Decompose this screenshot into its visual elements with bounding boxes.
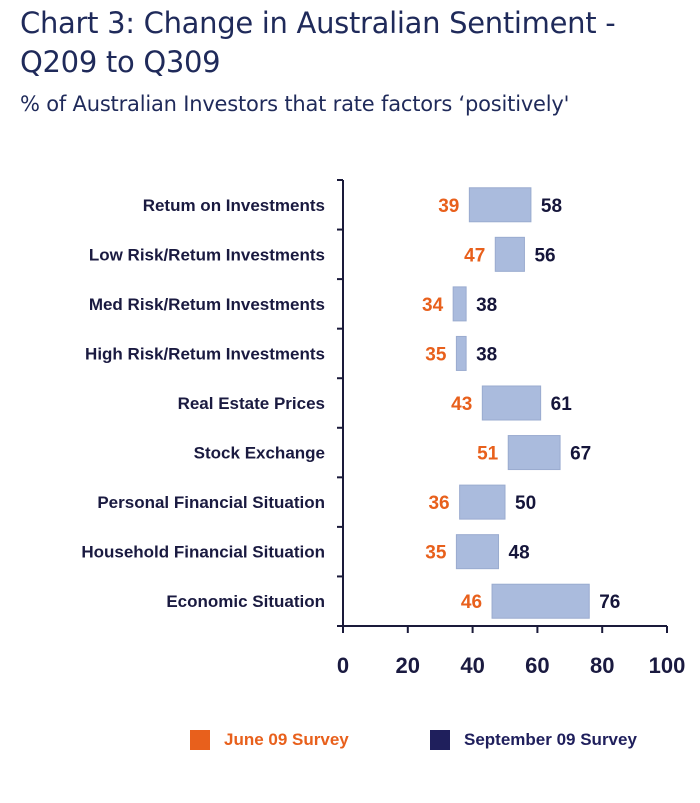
june-value-label: 36 bbox=[428, 493, 449, 514]
x-tick-label: 100 bbox=[649, 653, 686, 678]
range-bar bbox=[455, 335, 467, 371]
legend-swatch-june bbox=[190, 730, 210, 750]
category-label: Stock Exchange bbox=[194, 444, 325, 463]
range-bar bbox=[452, 286, 467, 322]
x-tick-label: 20 bbox=[396, 653, 420, 678]
june-value-label: 47 bbox=[464, 245, 485, 266]
september-value-label: 48 bbox=[509, 543, 530, 564]
category-label: Economic Situation bbox=[166, 592, 325, 611]
axes bbox=[337, 179, 668, 633]
june-value-label: 35 bbox=[425, 543, 447, 564]
september-value-label: 38 bbox=[476, 295, 497, 316]
chart-plot: 39 58 47 56 34 38 35 38 43 61 51 67 36 50 35 48 46 76 Ret… bbox=[81, 179, 685, 678]
category-label: Low Risk/Retum Investments bbox=[89, 245, 325, 264]
june-value-label: 34 bbox=[422, 295, 444, 316]
x-tick-label: 60 bbox=[525, 653, 549, 678]
category-label: Household Financial Situation bbox=[81, 543, 325, 562]
legend-label-september: September 09 Survey bbox=[464, 730, 637, 749]
legend: June 09 Survey September 09 Survey bbox=[0, 730, 700, 760]
range-bar bbox=[491, 583, 590, 619]
june-value-label: 46 bbox=[461, 592, 482, 613]
september-value-label: 38 bbox=[476, 344, 497, 365]
data-labels: 39 58 47 56 34 38 35 38 43 61 51 67 36 50 35 48 46 76 bbox=[422, 196, 620, 613]
june-value-label: 39 bbox=[438, 196, 459, 217]
range-bar bbox=[455, 534, 500, 570]
category-label: Retum on Investments bbox=[143, 196, 325, 215]
range-bars bbox=[452, 187, 590, 619]
x-tick-label: 40 bbox=[460, 653, 484, 678]
september-value-label: 50 bbox=[515, 493, 536, 514]
september-value-label: 76 bbox=[599, 592, 620, 613]
legend-label-june: June 09 Survey bbox=[224, 730, 349, 749]
chart-subtitle: % of Australian Investors that rate fact… bbox=[20, 92, 570, 116]
legend-swatch-september bbox=[430, 730, 450, 750]
category-labels: Retum on Investments Low Risk/Retum Inves… bbox=[81, 196, 325, 611]
x-tick-labels: 0 20 40 60 80 100 bbox=[337, 653, 685, 678]
range-bar bbox=[494, 236, 525, 272]
range-bar bbox=[507, 435, 561, 471]
september-value-label: 61 bbox=[551, 394, 573, 415]
legend-item-september: September 09 Survey bbox=[430, 730, 637, 750]
range-bar bbox=[481, 385, 542, 421]
june-value-label: 51 bbox=[477, 444, 499, 465]
september-value-label: 56 bbox=[534, 245, 555, 266]
september-value-label: 67 bbox=[570, 444, 591, 465]
september-value-label: 58 bbox=[541, 196, 562, 217]
chart-title: Chart 3: Change in Australian Sentiment … bbox=[20, 6, 616, 79]
x-tick-label: 0 bbox=[337, 653, 349, 678]
category-label: Personal Financial Situation bbox=[97, 493, 325, 512]
category-label: High Risk/Retum Investments bbox=[85, 344, 325, 363]
x-tick-label: 80 bbox=[590, 653, 614, 678]
legend-item-june: June 09 Survey bbox=[190, 730, 349, 750]
june-value-label: 43 bbox=[451, 394, 472, 415]
june-value-label: 35 bbox=[425, 344, 447, 365]
range-bar bbox=[459, 484, 506, 520]
category-label: Real Estate Prices bbox=[178, 394, 325, 413]
range-bar bbox=[468, 187, 532, 223]
category-label: Med Risk/Retum Investments bbox=[89, 295, 325, 314]
